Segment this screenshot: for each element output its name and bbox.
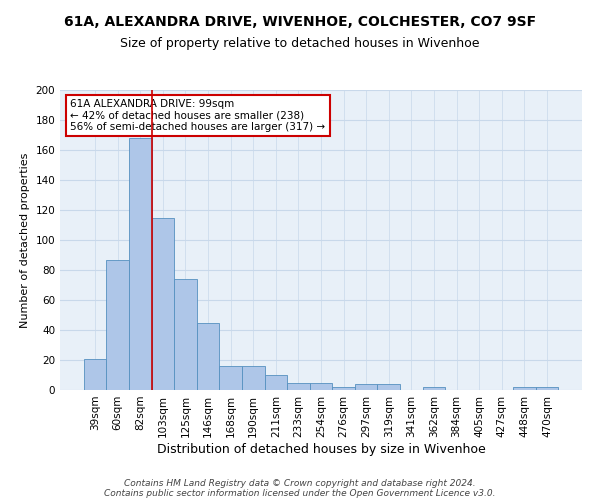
Bar <box>84 358 106 390</box>
Bar <box>287 382 310 390</box>
Text: Contains public sector information licensed under the Open Government Licence v3: Contains public sector information licen… <box>104 488 496 498</box>
Bar <box>332 387 355 390</box>
Bar <box>513 387 536 390</box>
Text: 61A ALEXANDRA DRIVE: 99sqm
← 42% of detached houses are smaller (238)
56% of sem: 61A ALEXANDRA DRIVE: 99sqm ← 42% of deta… <box>70 99 326 132</box>
Text: Size of property relative to detached houses in Wivenhoe: Size of property relative to detached ho… <box>120 38 480 51</box>
Bar <box>174 279 197 390</box>
Bar <box>220 366 242 390</box>
Bar <box>310 382 332 390</box>
Bar <box>129 138 152 390</box>
Text: Contains HM Land Registry data © Crown copyright and database right 2024.: Contains HM Land Registry data © Crown c… <box>124 478 476 488</box>
Y-axis label: Number of detached properties: Number of detached properties <box>20 152 30 328</box>
Bar <box>355 384 377 390</box>
Bar <box>536 387 558 390</box>
Text: 61A, ALEXANDRA DRIVE, WIVENHOE, COLCHESTER, CO7 9SF: 61A, ALEXANDRA DRIVE, WIVENHOE, COLCHEST… <box>64 15 536 29</box>
Bar <box>152 218 174 390</box>
Bar <box>197 322 220 390</box>
Bar <box>265 375 287 390</box>
Bar <box>377 384 400 390</box>
Bar <box>422 387 445 390</box>
X-axis label: Distribution of detached houses by size in Wivenhoe: Distribution of detached houses by size … <box>157 442 485 456</box>
Bar <box>106 260 129 390</box>
Bar <box>242 366 265 390</box>
